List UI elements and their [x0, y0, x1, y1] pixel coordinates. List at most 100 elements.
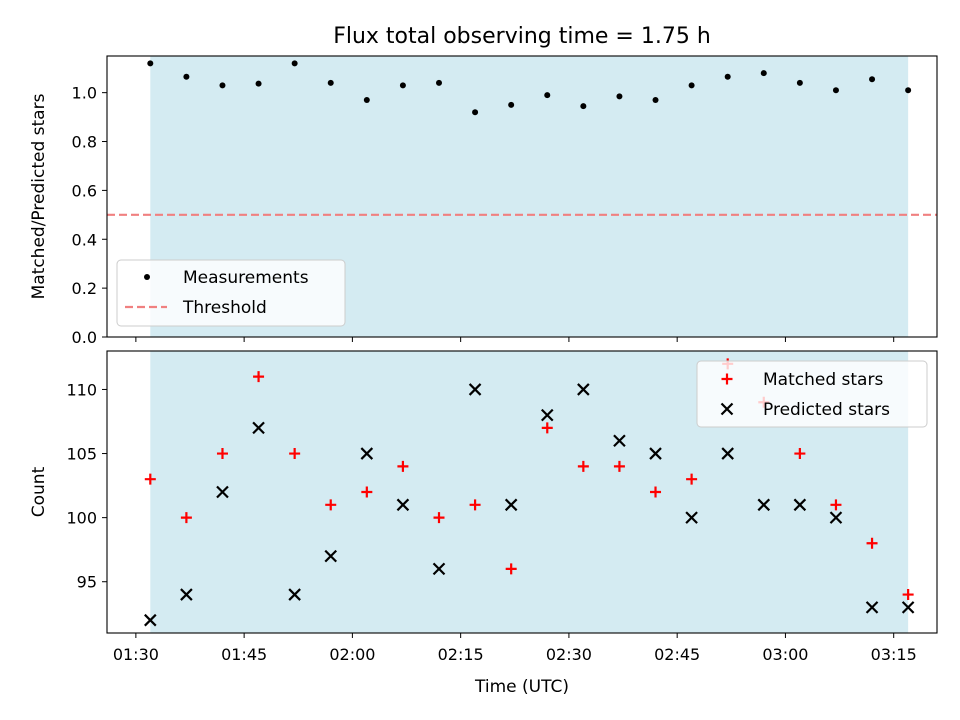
matched-point [144, 473, 156, 485]
predicted-point [577, 383, 590, 396]
legend-predicted-marker [720, 402, 734, 416]
predicted-point [216, 485, 229, 499]
legend-box [116, 259, 346, 327]
predicted-point [324, 549, 338, 563]
matched-point [289, 448, 301, 460]
x-tick-label: 03:15 [871, 645, 917, 664]
measurement-point [905, 87, 912, 94]
measurement-point [760, 70, 767, 77]
y-axis-label: Matched/Predicted stars [29, 93, 49, 299]
y-tick-label: 1.0 [72, 84, 97, 103]
predicted-point [540, 408, 554, 422]
matched-point [541, 422, 553, 434]
measurement-point [147, 60, 154, 67]
legend-box [696, 360, 928, 428]
y-tick-label: 105 [66, 445, 97, 464]
legend-matched-marker [721, 373, 733, 385]
x-axis-label: Time (UTC) [474, 677, 569, 697]
measurement-point [255, 80, 262, 87]
measurement-point [652, 96, 659, 103]
measurement-point [869, 76, 876, 83]
top-panel: 0.0 0.2 0.4 0.6 0.8 1.0 Matched/Predicted star… [29, 55, 938, 347]
measurement-point [688, 82, 695, 89]
chart-title: Flux total observing time = 1.75 h [333, 24, 711, 49]
y-tick-label: 0.4 [72, 230, 97, 249]
measurement-point [436, 79, 442, 86]
measurement-point [363, 96, 370, 103]
matched-point [180, 512, 192, 524]
predicted-point [180, 588, 193, 601]
x-tick-label: 02:15 [438, 645, 484, 664]
matched-point [469, 499, 481, 511]
legend-label: Threshold [182, 298, 267, 318]
matched-point [397, 460, 409, 472]
x-tick-label: 01:30 [113, 645, 159, 664]
predicted-point [504, 498, 518, 512]
matched-point [361, 486, 373, 498]
predicted-point [432, 562, 446, 576]
measurement-point [291, 60, 298, 67]
measurement-point [472, 109, 479, 116]
matched-point [686, 473, 698, 485]
matched-point [433, 512, 445, 524]
legend-label: Measurements [183, 268, 309, 288]
x-tick-label: 01:45 [221, 645, 267, 664]
predicted-point [901, 601, 915, 614]
legend-label: Matched stars [763, 370, 883, 390]
y-tick-label: 0.6 [72, 181, 97, 200]
predicted-point [685, 511, 698, 524]
matched-point [577, 460, 589, 472]
matched-point [505, 563, 517, 575]
predicted-point [793, 498, 807, 512]
measurement-point [832, 87, 839, 94]
legend: Matched stars Predicted stars [696, 360, 928, 428]
y-axis-label: Count [29, 466, 49, 517]
matched-point [794, 448, 806, 460]
measurement-point [724, 73, 731, 80]
matched-point [253, 371, 265, 383]
legend-label: Predicted stars [763, 400, 890, 420]
measurement-point [508, 101, 515, 108]
matched-point [650, 486, 662, 498]
measurement-point [219, 82, 226, 89]
y-tick-label: 110 [66, 380, 97, 399]
matched-point [902, 589, 914, 601]
measurement-point [580, 103, 587, 110]
predicted-point [829, 511, 843, 524]
plot-frame [106, 55, 938, 338]
measurement-point [544, 92, 551, 99]
predicted-point [649, 447, 662, 460]
matched-point [830, 499, 842, 511]
matched-point [613, 460, 625, 472]
measurement-point [796, 79, 803, 86]
predicted-point [396, 498, 410, 512]
matched-point [216, 448, 228, 460]
predicted-point [252, 421, 265, 435]
measurement-point [327, 79, 334, 86]
plot-frame [106, 350, 938, 634]
y-tick-label: 0.2 [72, 279, 97, 298]
y-tick-label: 0.0 [72, 328, 97, 347]
x-tick-label: 02:30 [546, 645, 592, 664]
x-tick-label: 03:00 [762, 645, 808, 664]
measurement-point [183, 73, 190, 80]
matched-point [866, 537, 878, 549]
predicted-point [144, 613, 157, 627]
legend: Measurements Threshold [116, 259, 346, 327]
matched-point [325, 499, 337, 511]
x-tick-label: 02:00 [329, 645, 375, 664]
y-tick-label: 100 [66, 509, 97, 528]
y-tick-label: 0.8 [72, 133, 97, 152]
bottom-panel: 95 100 105 110 01:30 01:45 02:00 02:15 02:30 02:4… [29, 350, 938, 697]
predicted-point [288, 588, 301, 601]
predicted-point [360, 447, 374, 460]
predicted-point [468, 383, 482, 396]
measurement-point [399, 82, 406, 89]
x-tick-label: 02:45 [654, 645, 700, 664]
legend-measurement-marker [144, 274, 150, 280]
predicted-point [613, 434, 626, 448]
predicted-point [757, 498, 771, 512]
measurement-point [616, 93, 623, 100]
predicted-point [865, 601, 879, 614]
